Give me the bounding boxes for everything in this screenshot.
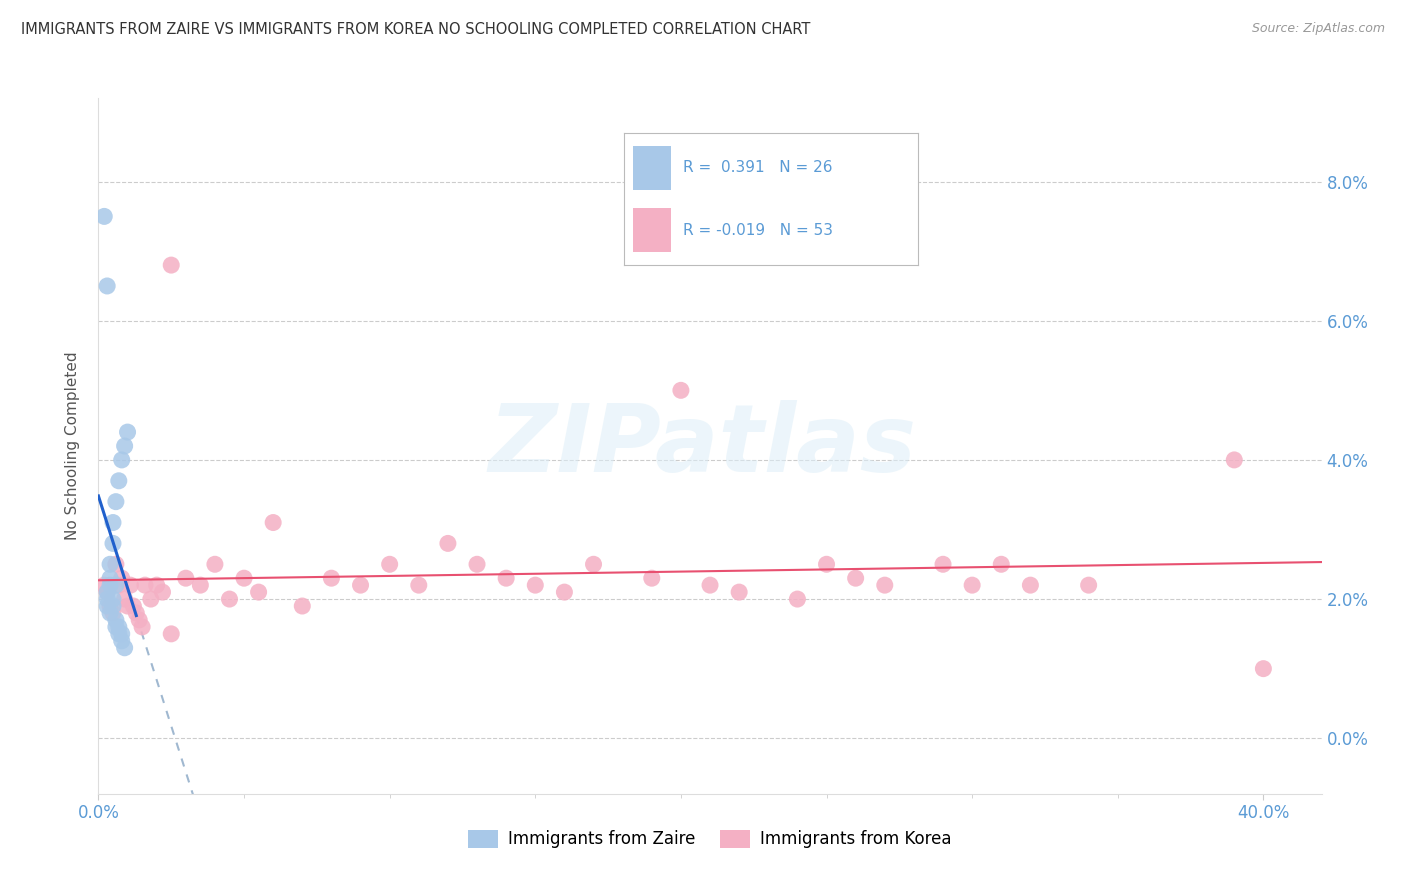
Point	[408, 578, 430, 592]
Point	[111, 571, 134, 585]
Point	[98, 558, 121, 572]
Point	[321, 571, 343, 585]
Point	[114, 640, 136, 655]
Point	[160, 258, 183, 272]
Point	[553, 585, 575, 599]
Point	[101, 516, 124, 530]
Point	[96, 585, 118, 599]
Point	[247, 585, 270, 599]
Point	[104, 578, 127, 592]
Point	[218, 592, 240, 607]
Text: Source: ZipAtlas.com: Source: ZipAtlas.com	[1251, 22, 1385, 36]
Point	[104, 613, 127, 627]
Point	[98, 578, 121, 592]
Text: ZIPatlas: ZIPatlas	[489, 400, 917, 492]
Point	[114, 592, 136, 607]
Point	[932, 558, 955, 572]
Point	[845, 571, 868, 585]
Point	[120, 578, 142, 592]
Point	[98, 606, 121, 620]
Point	[378, 558, 401, 572]
Point	[108, 627, 131, 641]
FancyBboxPatch shape	[633, 208, 672, 252]
Point	[233, 571, 256, 585]
Point	[111, 633, 134, 648]
Point	[524, 578, 547, 592]
Point	[641, 571, 664, 585]
Point	[174, 571, 197, 585]
Point	[111, 453, 134, 467]
Legend: Immigrants from Zaire, Immigrants from Korea: Immigrants from Zaire, Immigrants from K…	[461, 823, 959, 855]
Point	[101, 599, 124, 613]
Point	[960, 578, 983, 592]
Point	[98, 571, 121, 585]
Point	[1223, 453, 1246, 467]
Point	[145, 578, 167, 592]
Point	[152, 585, 174, 599]
Point	[108, 474, 131, 488]
FancyBboxPatch shape	[633, 146, 672, 190]
Point	[815, 558, 838, 572]
Point	[582, 558, 605, 572]
Point	[114, 439, 136, 453]
Point	[262, 516, 284, 530]
Point	[98, 599, 121, 613]
Point	[1077, 578, 1099, 592]
Point	[101, 536, 124, 550]
Text: R =  0.391   N = 26: R = 0.391 N = 26	[683, 161, 832, 176]
Point	[786, 592, 808, 607]
Point	[104, 494, 127, 508]
Point	[104, 558, 127, 572]
Point	[204, 558, 226, 572]
Point	[96, 279, 118, 293]
Point	[104, 620, 127, 634]
Point	[93, 578, 115, 592]
Y-axis label: No Schooling Completed: No Schooling Completed	[65, 351, 80, 541]
Point	[125, 606, 148, 620]
Point	[699, 578, 721, 592]
Point	[101, 606, 124, 620]
Point	[873, 578, 896, 592]
Point	[134, 578, 156, 592]
Point	[96, 585, 118, 599]
Point	[117, 425, 139, 439]
Point	[93, 210, 115, 224]
Point	[128, 613, 150, 627]
Point	[108, 620, 131, 634]
Point	[111, 627, 134, 641]
Point	[101, 592, 124, 607]
Point	[349, 578, 371, 592]
Point	[669, 384, 692, 398]
Point	[990, 558, 1012, 572]
Point	[188, 578, 212, 592]
Point	[495, 571, 517, 585]
Point	[437, 536, 460, 550]
Point	[1019, 578, 1042, 592]
Point	[122, 599, 145, 613]
Point	[728, 585, 751, 599]
Text: IMMIGRANTS FROM ZAIRE VS IMMIGRANTS FROM KOREA NO SCHOOLING COMPLETED CORRELATIO: IMMIGRANTS FROM ZAIRE VS IMMIGRANTS FROM…	[21, 22, 810, 37]
Point	[291, 599, 314, 613]
Point	[1253, 662, 1275, 676]
Point	[108, 578, 131, 592]
Point	[96, 599, 118, 613]
Point	[117, 599, 139, 613]
Point	[131, 620, 153, 634]
Point	[465, 558, 488, 572]
Point	[139, 592, 162, 607]
Text: R = -0.019   N = 53: R = -0.019 N = 53	[683, 223, 834, 237]
Point	[96, 592, 118, 607]
Point	[160, 627, 183, 641]
